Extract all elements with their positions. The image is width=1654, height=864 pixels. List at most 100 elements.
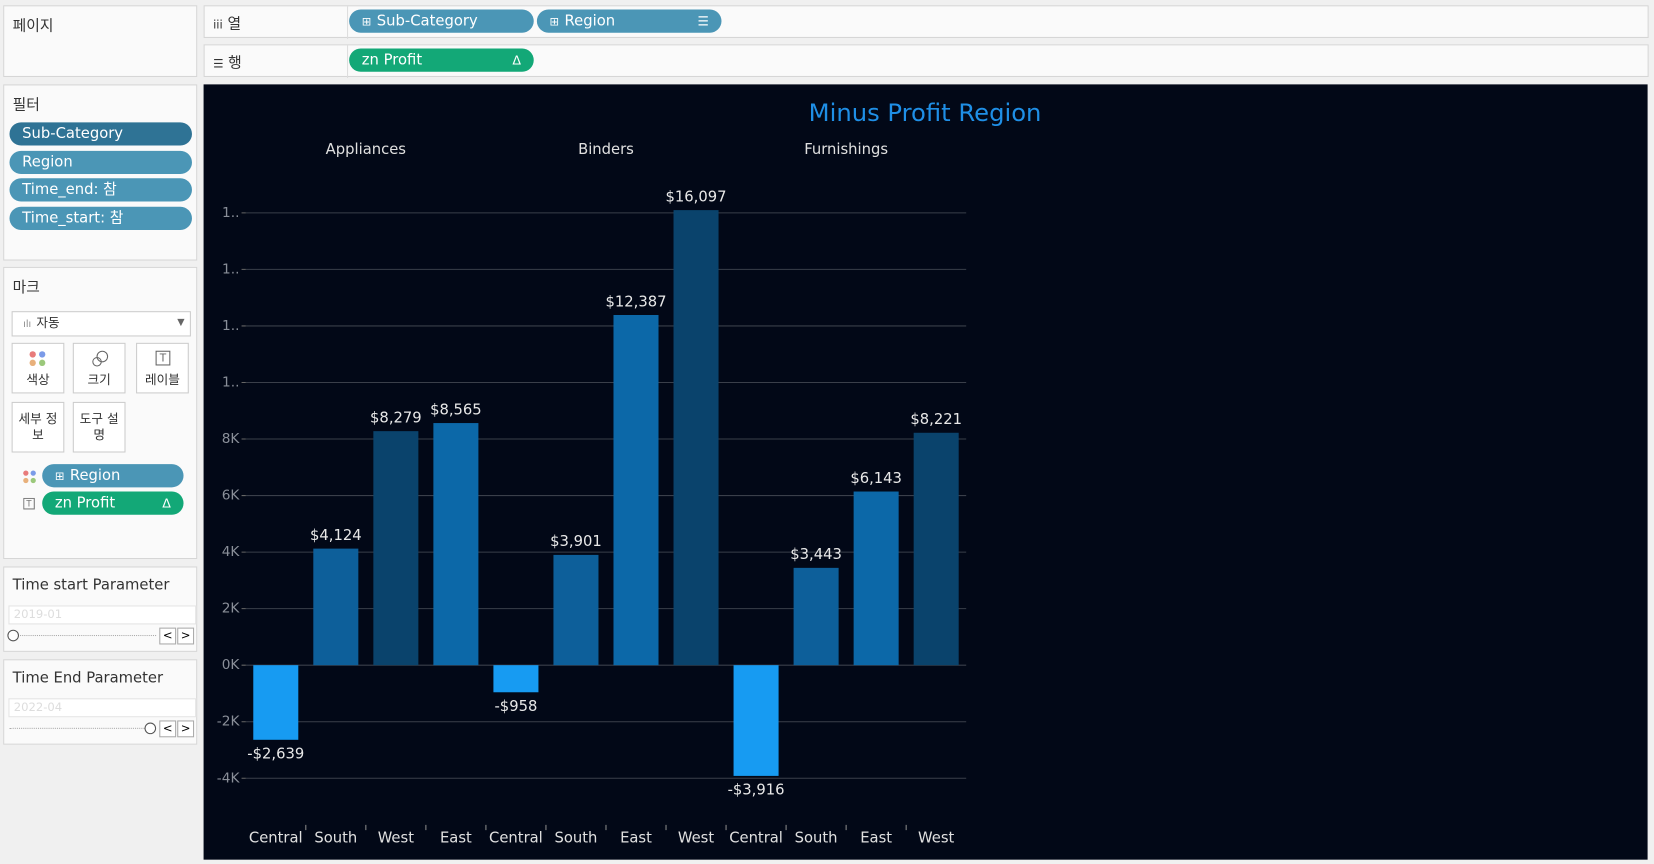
- column-pill[interactable]: ⊞ Sub-Category: [349, 9, 534, 33]
- y-tick-label: 8K: [222, 431, 241, 447]
- button-label: 크기: [87, 372, 111, 388]
- chart: Minus Profit Region -4K -2K 0K 2K 4K 6K 8K 1.. 1…: [203, 84, 1648, 860]
- bar: [253, 665, 299, 740]
- mark-type-dropdown[interactable]: ılı 자동 ▼: [11, 311, 191, 337]
- x-tick-label: Central: [249, 830, 303, 847]
- x-tick-label: South: [314, 830, 357, 847]
- y-tick-label: 0K: [222, 657, 241, 673]
- columns-label-text: 열: [227, 15, 242, 33]
- data-label: $12,387: [606, 293, 667, 310]
- parameter-input[interactable]: 2022-04: [8, 698, 197, 718]
- detail-button[interactable]: 세부 정보: [11, 401, 65, 453]
- x-tick-label: South: [555, 830, 598, 847]
- chart-title: Minus Profit Region: [809, 98, 1042, 127]
- button-label: 색상: [26, 372, 50, 388]
- bar: [553, 554, 599, 666]
- x-tick-label: East: [440, 830, 472, 847]
- data-label: $3,901: [550, 533, 602, 550]
- marks-pill[interactable]: zn Profit Δ: [42, 491, 184, 515]
- y-tick-label: 1..: [222, 374, 239, 390]
- parameter-title: Time End Parameter: [12, 669, 164, 687]
- x-tick-label: Central: [489, 830, 543, 847]
- columns-shelf[interactable]: iii 열 ⊞ Sub-Category ⊞ Region ☰: [203, 5, 1649, 40]
- pill-text: zn Profit: [361, 51, 423, 69]
- pill-text: zn Profit: [54, 494, 116, 512]
- column-pill[interactable]: ⊞ Region ☰: [536, 9, 722, 33]
- bar: [433, 423, 479, 666]
- group-header: Appliances: [326, 141, 406, 158]
- label-button[interactable]: T 레이블: [136, 342, 189, 394]
- marks-pill[interactable]: ⊞ Region: [42, 464, 184, 488]
- filter-pill[interactable]: Region: [9, 150, 192, 175]
- data-label: $3,443: [790, 546, 842, 563]
- mark-type: 자동: [36, 315, 60, 331]
- pages-card: 페이지: [3, 5, 198, 78]
- marks-card: 마크 ılı 자동 ▼ 색상 크기 T 레이블 세부 정보 도구 설명 ⊞ Region…: [3, 266, 198, 560]
- filters-card: 필터 Sub-Category Region Time_end: 참 Time_…: [3, 84, 198, 261]
- data-label: $8,565: [430, 401, 482, 418]
- y-tick-label: 2K: [222, 601, 241, 617]
- filter-pill[interactable]: Time_start: 참: [9, 206, 192, 230]
- data-label: -$958: [494, 698, 537, 715]
- y-tick-label: -2K: [217, 714, 241, 730]
- group-header: Binders: [578, 141, 634, 158]
- bar: [793, 567, 839, 666]
- pill-text: Region: [564, 12, 616, 30]
- data-label: -$3,916: [728, 782, 785, 799]
- size-button[interactable]: 크기: [72, 342, 126, 394]
- parameter-title: Time start Parameter: [12, 576, 170, 594]
- pill-text: Region: [69, 467, 121, 485]
- prev-button[interactable]: <: [159, 720, 177, 738]
- x-tick-label: West: [918, 830, 954, 847]
- marks-title: 마크: [12, 279, 40, 297]
- data-label: $8,221: [910, 411, 962, 428]
- y-tick-label: 6K: [222, 488, 241, 504]
- svg-text:T: T: [25, 499, 32, 509]
- x-tick-label: South: [795, 830, 838, 847]
- data-label: -$2,639: [247, 746, 304, 763]
- bar: [313, 548, 359, 666]
- y-tick-label: -4K: [217, 770, 241, 786]
- bar: [913, 432, 959, 666]
- y-tick-label: 1..: [222, 261, 239, 277]
- pill-text: Sub-Category: [376, 12, 478, 30]
- bar: [613, 315, 659, 666]
- bar: [853, 491, 899, 666]
- pages-title: 페이지: [12, 17, 54, 35]
- x-tick-label: East: [860, 830, 892, 847]
- parameter-card: Time End Parameter 2022-04 < >: [3, 659, 198, 745]
- x-tick-label: West: [678, 830, 714, 847]
- columns-label: iii 열: [213, 15, 242, 33]
- next-button[interactable]: >: [177, 627, 195, 645]
- y-tick-label: 1..: [222, 318, 239, 334]
- button-label: 도구 설명: [79, 411, 119, 442]
- tooltip-button[interactable]: 도구 설명: [72, 401, 126, 453]
- rows-label-text: 행: [228, 54, 242, 72]
- slider-thumb[interactable]: [144, 722, 157, 735]
- bar: [373, 431, 419, 666]
- button-label: 세부 정보: [18, 411, 58, 442]
- data-label: $8,279: [370, 409, 422, 426]
- filter-pill[interactable]: Time_end: 참: [9, 178, 192, 202]
- bar: [733, 665, 779, 776]
- button-label: 레이블: [144, 372, 180, 388]
- parameter-input[interactable]: 2019-01: [8, 605, 197, 625]
- group-header: Furnishings: [804, 141, 888, 158]
- x-tick-label: Central: [729, 830, 783, 847]
- y-tick-label: 4K: [222, 544, 241, 560]
- color-button[interactable]: 색상: [11, 342, 65, 394]
- slider-thumb[interactable]: [7, 629, 19, 642]
- x-tick-label: West: [378, 830, 414, 847]
- filter-pill[interactable]: Sub-Category: [9, 122, 192, 146]
- next-button[interactable]: >: [177, 720, 195, 738]
- data-label: $6,143: [850, 470, 902, 487]
- bar: [493, 665, 539, 693]
- prev-button[interactable]: <: [159, 627, 177, 645]
- row-pill[interactable]: zn Profit Δ: [349, 48, 534, 72]
- filters-title: 필터: [12, 97, 40, 114]
- data-label: $4,124: [310, 527, 362, 544]
- rows-shelf[interactable]: ☰ 행 zn Profit Δ: [203, 44, 1649, 79]
- bar: [673, 210, 719, 666]
